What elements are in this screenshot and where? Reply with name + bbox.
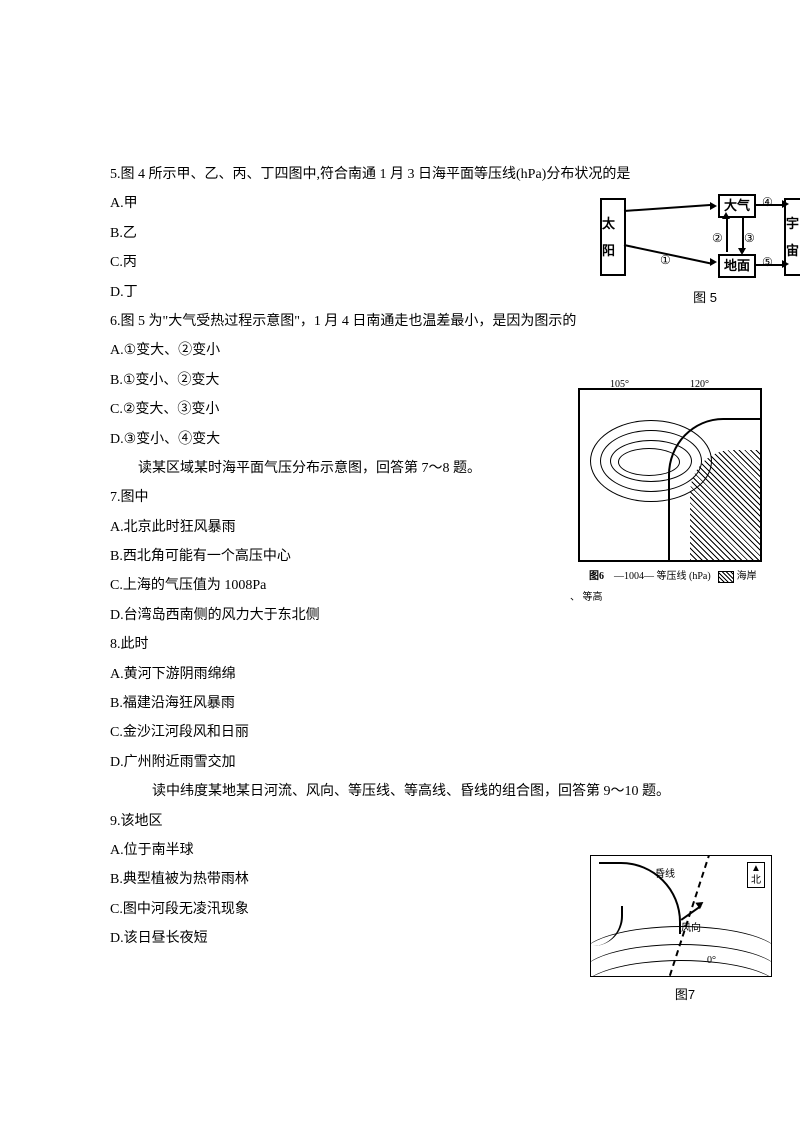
fig5-node-ground: 地面	[718, 254, 756, 278]
q8-opt-b: B.福建沿海狂风暴雨	[110, 689, 690, 718]
q8-opt-d: D.广州附近雨雪交加	[110, 748, 690, 777]
figure-7: ▲ 北 昏线 风向 0° 图7	[590, 855, 780, 1008]
fig7-north-arrow: ▲ 北	[747, 862, 765, 888]
q8-opt-a: A.黄河下游阴雨绵绵	[110, 660, 690, 689]
fig6-label: 图6	[570, 566, 604, 587]
fig6-legend-contour: 、 等高	[570, 592, 603, 603]
figure-5-label: 图 5	[600, 284, 800, 311]
fig7-elev-label: 0°	[707, 950, 716, 971]
fig6-legend-isobar: —1004— 等压线 (hPa)	[614, 571, 711, 582]
exam-page: 5.图 4 所示甲、乙、丙、丁四图中,符合南通 1 月 3 日海平面等压线(hP…	[0, 0, 800, 994]
fig5-num-3: ③	[744, 226, 755, 251]
fig5-num-1: ①	[660, 248, 671, 273]
q6-opt-a: A.①变大、②变小	[110, 336, 690, 365]
fig5-num-2: ②	[712, 226, 723, 251]
fig7-wind-label: 风向	[681, 918, 701, 939]
q8-opt-c: C.金沙江河段风和日丽	[110, 718, 690, 747]
q9-stem: 9.该地区	[110, 807, 690, 836]
fig6-legend-sea: 海岸	[737, 571, 757, 582]
figure-7-map: ▲ 北 昏线 风向 0°	[590, 855, 772, 977]
fig5-node-sun: 太阳	[600, 198, 626, 276]
figure-6: 105° 120° 40° 20° 图6 —1004— 等压线 (hPa) 海岸…	[570, 388, 770, 608]
fig7-north-label: 北	[748, 875, 764, 887]
lead-9-10: 读中纬度某地某日河流、风向、等压线、等高线、昏线的组合图，回答第 9～10 题。	[110, 777, 690, 806]
figure-5: 太阳 宇宙 大气 地面 ① ② ③ ④ ⑤ 图 5	[600, 190, 800, 311]
q6-stem: 6.图 5 为"大气受热过程示意图"，1 月 4 日南通走也温差最小，是因为图示…	[110, 307, 690, 336]
figure-6-map: 40° 20°	[578, 388, 762, 562]
figure-5-diagram: 太阳 宇宙 大气 地面 ① ② ③ ④ ⑤	[600, 190, 800, 280]
figure-6-legend: 图6 —1004— 等压线 (hPa) 海岸 、 等高	[570, 566, 770, 608]
fig6-sea-icon	[718, 571, 734, 583]
figure-7-label: 图7	[590, 981, 780, 1008]
q8-stem: 8.此时	[110, 630, 690, 659]
fig5-num-4: ④	[762, 190, 773, 215]
fig7-terminator-label: 昏线	[655, 864, 675, 885]
q5-stem: 5.图 4 所示甲、乙、丙、丁四图中,符合南通 1 月 3 日海平面等压线(hP…	[110, 160, 690, 189]
fig5-num-5: ⑤	[762, 250, 773, 275]
